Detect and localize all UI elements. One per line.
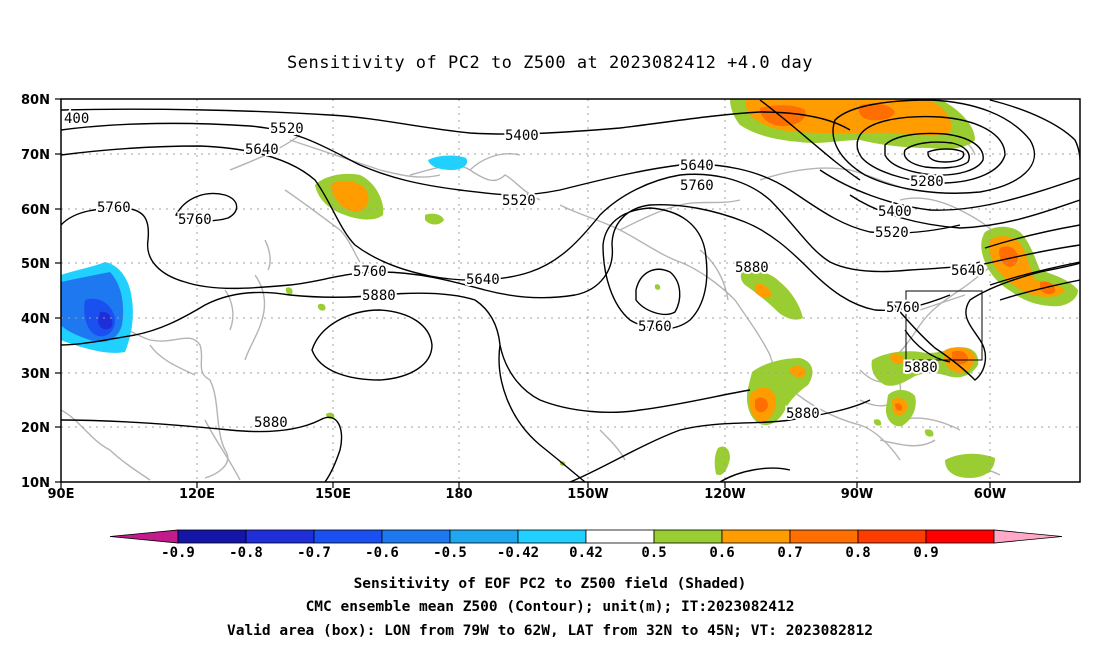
colorbar-arrow-right	[993, 529, 1063, 544]
lat-label: 40N	[21, 312, 50, 327]
colorbar-segment	[245, 529, 315, 544]
lat-label: 80N	[21, 93, 50, 108]
figure-title: Sensitivity of PC2 to Z500 at 2023082412…	[287, 53, 813, 73]
colorbar-label: -0.6	[365, 545, 399, 561]
colorbar-segment	[313, 529, 383, 544]
contour-label: 5880	[362, 288, 396, 304]
lat-label: 50N	[21, 257, 50, 272]
map-area	[61, 99, 1080, 482]
contour-label: 5760	[178, 212, 212, 228]
lon-label: 60W	[974, 487, 1006, 502]
contour-labels: 400 5520 5640 5760 5760 5400 5640 5760 5…	[62, 109, 987, 433]
colorbar-label: 0.8	[845, 545, 870, 561]
colorbar-label: -0.42	[497, 545, 539, 561]
shading	[61, 99, 1078, 478]
contour-label: 5520	[270, 121, 304, 137]
lat-label: 20N	[21, 421, 50, 436]
valid-area-box	[905, 290, 983, 361]
contour-label: 5640	[680, 158, 714, 174]
colorbar-label: -0.9	[161, 545, 195, 561]
contour-label: 5280	[910, 174, 944, 190]
lon-label: 90E	[48, 487, 75, 502]
colorbar-segment	[585, 529, 655, 544]
colorbar-label: -0.7	[297, 545, 331, 561]
lat-label: 10N	[21, 476, 50, 491]
caption-line-2: CMC ensemble mean Z500 (Contour); unit(m…	[306, 599, 795, 615]
colorbar-label: 0.42	[569, 545, 603, 561]
contour-label: 5400	[505, 128, 539, 144]
contour-label: 5760	[97, 200, 131, 216]
axis-ticks	[55, 98, 991, 488]
contour-label: 5880	[254, 415, 288, 431]
z500-contours	[61, 99, 1080, 482]
colorbar-segment	[517, 529, 587, 544]
latitude-labels: 80N 70N 60N 50N 40N 30N 20N 10N	[21, 93, 50, 491]
contour-label: 5760	[886, 300, 920, 316]
colorbar-label: 0.6	[709, 545, 734, 561]
colorbar-label: 0.9	[913, 545, 938, 561]
contour-label: 5640	[951, 263, 985, 279]
lon-label: 150E	[315, 487, 351, 502]
colorbar-label: 0.5	[641, 545, 666, 561]
contour-label: 5880	[904, 360, 938, 376]
map-frame	[60, 98, 1081, 483]
contour-label: 5400	[878, 204, 912, 220]
lon-label: 120E	[179, 487, 215, 502]
colorbar-segment	[721, 529, 791, 544]
lat-label: 60N	[21, 203, 50, 218]
longitude-labels: 90E 120E 150E 180 150W 120W 90W 60W	[48, 487, 1007, 502]
contour-label: 5520	[502, 193, 536, 209]
contour-label: 5880	[735, 260, 769, 276]
colorbar-segment	[381, 529, 451, 544]
contour-label: 5880	[786, 406, 820, 422]
lon-label: 180	[445, 487, 472, 502]
contour-label: 400	[64, 111, 89, 127]
gridlines	[61, 99, 1080, 482]
colorbar-label: -0.8	[229, 545, 263, 561]
contour-label: 5640	[245, 142, 279, 158]
colorbar-segment	[789, 529, 859, 544]
lat-label: 70N	[21, 148, 50, 163]
colorbar-segment	[177, 529, 247, 544]
contour-label: 5760	[680, 178, 714, 194]
colorbar	[109, 529, 1063, 544]
contour-label: 5520	[875, 225, 909, 241]
colorbar-arrow-left	[109, 529, 179, 544]
lat-label: 30N	[21, 367, 50, 382]
colorbar-segment	[653, 529, 723, 544]
colorbar-label: -0.5	[433, 545, 467, 561]
colorbar-segment	[449, 529, 519, 544]
lon-label: 90W	[841, 487, 873, 502]
contour-label: 5640	[466, 272, 500, 288]
colorbar-labels: -0.9 -0.8 -0.7 -0.6 -0.5 -0.42 0.42 0.5 …	[161, 545, 939, 561]
contour-label: 5760	[638, 319, 672, 335]
colorbar-segment	[857, 529, 927, 544]
contour-label: 5760	[353, 264, 387, 280]
caption-line-1: Sensitivity of EOF PC2 to Z500 field (Sh…	[354, 576, 747, 592]
colorbar-label: 0.7	[777, 545, 802, 561]
caption-line-3: Valid area (box): LON from 79W to 62W, L…	[227, 623, 873, 639]
colorbar-segment	[925, 529, 995, 544]
lon-label: 120W	[704, 487, 745, 502]
lon-label: 150W	[567, 487, 608, 502]
coastlines	[61, 112, 1031, 481]
